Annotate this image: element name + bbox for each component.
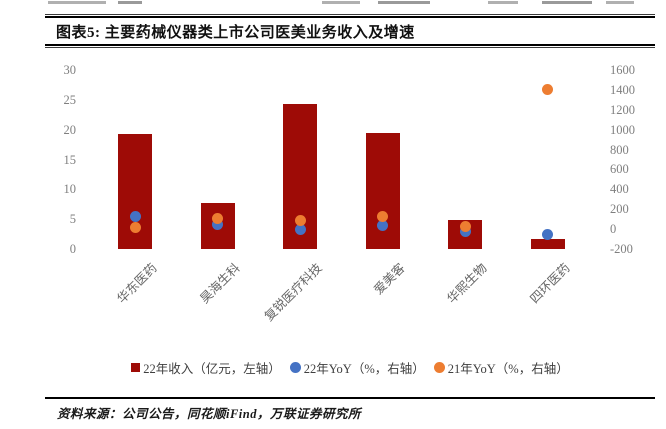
yoy-2021-dot <box>294 215 306 227</box>
legend-item: 22年收入（亿元，左轴） <box>131 358 281 377</box>
cropped-text-artifact <box>48 1 106 4</box>
header-rule-top-thin <box>45 14 655 15</box>
yoy-2022-dot <box>377 219 389 231</box>
category-label: 复锐医疗科技 <box>262 260 325 324</box>
left-axis-tick: 10 <box>63 182 77 197</box>
yoy-2022-dot <box>212 218 224 230</box>
right-axis-tick: 600 <box>610 162 629 177</box>
legend-circle-marker-icon <box>433 361 445 373</box>
legend-label: 21年YoY（%，右轴） <box>447 361 569 376</box>
right-axis-tick: 1400 <box>610 82 635 97</box>
category-label: 华东医药 <box>114 260 160 307</box>
cropped-text-artifact <box>542 1 592 4</box>
source-note: 资料来源：公司公告，同花顺iFind，万联证券研究所 <box>57 407 361 421</box>
revenue-bar <box>530 238 565 249</box>
cropped-text-artifact <box>378 1 430 4</box>
chart-legend: 22年收入（亿元，左轴） 22年YoY（%，右轴） 21年YoY（%，右轴） <box>45 357 655 377</box>
yoy-2022-dot <box>294 223 306 235</box>
category-label: 四环医药 <box>527 260 573 307</box>
cropped-text-artifact <box>322 1 360 4</box>
yoy-2021-dot <box>542 84 554 96</box>
category-label: 爱美客 <box>371 260 408 298</box>
footer-rule <box>45 397 655 399</box>
legend-label: 22年收入（亿元，左轴） <box>143 361 281 376</box>
cropped-text-artifact <box>606 1 634 4</box>
left-axis-tick: 25 <box>63 92 77 107</box>
yoy-2022-dot <box>129 210 141 222</box>
revenue-bar <box>365 133 400 249</box>
right-axis-tick: 200 <box>610 202 629 217</box>
legend-item: 21年YoY（%，右轴） <box>433 358 569 377</box>
yoy-2021-dot <box>459 220 471 232</box>
right-axis-tick: 1000 <box>610 122 635 137</box>
right-axis-tick: 1200 <box>610 102 635 117</box>
category-label: 昊海生科 <box>197 260 243 307</box>
yoy-2021-dot <box>377 210 389 222</box>
legend-item: 22年YoY（%，右轴） <box>289 358 425 377</box>
cropped-text-artifact <box>488 1 518 4</box>
right-axis-tick: 0 <box>610 222 617 237</box>
right-axis-tick: 800 <box>610 142 629 157</box>
figure-title: 图表5: 主要药械仪器类上市公司医美业务收入及增速 <box>56 25 415 41</box>
cropped-text-artifact <box>118 1 142 4</box>
legend-circle-marker-icon <box>289 361 301 373</box>
left-axis-tick: 30 <box>63 63 77 77</box>
legend-label: 22年YoY（%，右轴） <box>303 361 425 376</box>
right-axis-tick: 400 <box>610 182 629 197</box>
header-rule-top-thick <box>45 16 655 18</box>
left-axis-tick: 15 <box>63 152 77 167</box>
yoy-2021-dot <box>212 212 224 224</box>
left-axis-tick: 5 <box>69 212 76 227</box>
header-rule-bottom-thick <box>45 44 655 46</box>
yoy-2021-dot <box>129 222 141 234</box>
right-axis-tick: 1600 <box>610 63 635 77</box>
left-axis-tick: 0 <box>69 242 76 256</box>
category-label: 华熙生物 <box>444 260 490 307</box>
legend-square-marker-icon <box>131 362 141 372</box>
right-axis-tick: -200 <box>610 242 633 256</box>
yoy-2022-dot <box>542 228 554 240</box>
header-rule-bottom-thin <box>45 47 655 48</box>
left-axis-tick: 20 <box>63 122 77 137</box>
